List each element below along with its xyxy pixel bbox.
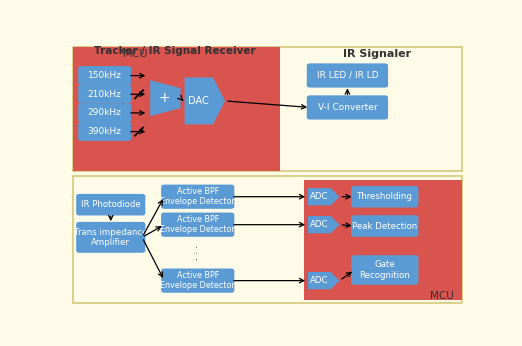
Text: ADC: ADC xyxy=(310,192,328,201)
Text: Thresholding: Thresholding xyxy=(357,192,413,201)
Text: 210kHz: 210kHz xyxy=(88,90,122,99)
FancyBboxPatch shape xyxy=(161,268,234,293)
Bar xyxy=(73,176,461,303)
Text: +: + xyxy=(158,91,170,105)
Text: 290kHz: 290kHz xyxy=(88,108,122,117)
FancyBboxPatch shape xyxy=(161,184,234,209)
FancyBboxPatch shape xyxy=(76,194,145,216)
Polygon shape xyxy=(308,216,339,233)
Text: ADC: ADC xyxy=(310,276,328,285)
Polygon shape xyxy=(308,272,339,289)
FancyBboxPatch shape xyxy=(78,122,131,141)
Text: ADC: ADC xyxy=(310,220,328,229)
FancyBboxPatch shape xyxy=(161,212,234,237)
Text: Gate
Recognition: Gate Recognition xyxy=(360,260,410,280)
FancyBboxPatch shape xyxy=(78,85,131,103)
Text: Trans impedance
Amplifier: Trans impedance Amplifier xyxy=(74,228,148,247)
FancyBboxPatch shape xyxy=(307,63,388,88)
Text: Active BPF
Envelope Detector: Active BPF Envelope Detector xyxy=(160,271,235,290)
Text: 390kHz: 390kHz xyxy=(88,127,122,136)
Text: Peak Detection: Peak Detection xyxy=(352,221,418,230)
Polygon shape xyxy=(150,80,181,116)
Bar xyxy=(73,47,461,171)
FancyBboxPatch shape xyxy=(78,66,131,85)
Text: IR LED / IR LD: IR LED / IR LD xyxy=(317,71,378,80)
Text: Active BPF
Envelope Detector: Active BPF Envelope Detector xyxy=(160,215,235,234)
Text: IR Signaler: IR Signaler xyxy=(342,48,411,58)
Text: DAC: DAC xyxy=(188,96,209,106)
FancyBboxPatch shape xyxy=(307,95,388,120)
Polygon shape xyxy=(185,78,225,124)
Text: 150kHz: 150kHz xyxy=(88,71,122,80)
Text: · · ·: · · · xyxy=(193,245,203,260)
Polygon shape xyxy=(308,188,339,206)
Text: Active BPF
Envelope Detector: Active BPF Envelope Detector xyxy=(160,187,235,207)
FancyBboxPatch shape xyxy=(76,222,145,253)
Text: IR Photodiode: IR Photodiode xyxy=(81,200,140,209)
FancyBboxPatch shape xyxy=(351,255,419,285)
Text: MCU: MCU xyxy=(123,48,149,58)
Text: Tracker / IR Signal Receiver: Tracker / IR Signal Receiver xyxy=(93,46,255,56)
FancyBboxPatch shape xyxy=(351,215,419,237)
Text: V-I Converter: V-I Converter xyxy=(317,103,377,112)
FancyBboxPatch shape xyxy=(78,103,131,122)
Bar xyxy=(73,47,280,171)
FancyBboxPatch shape xyxy=(351,186,419,208)
Bar xyxy=(304,180,461,300)
Text: MCU: MCU xyxy=(430,291,453,301)
